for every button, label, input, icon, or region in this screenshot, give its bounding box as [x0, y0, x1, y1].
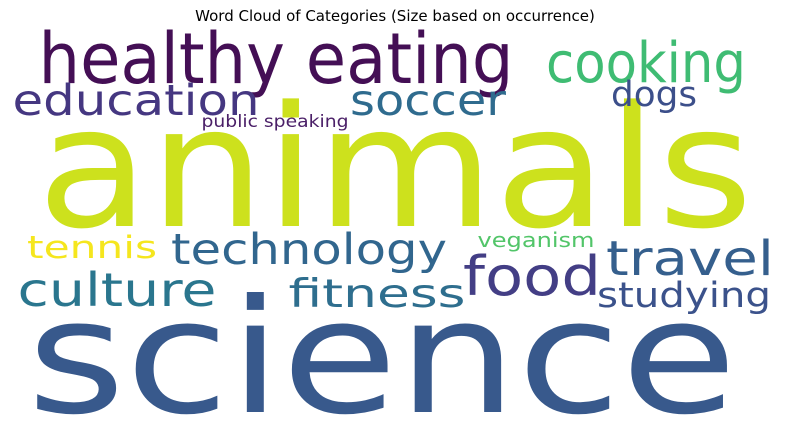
word-soccer: soccer	[350, 76, 506, 126]
word-education: education	[13, 76, 260, 126]
word-dogs: dogs	[611, 75, 697, 115]
word-cooking: cooking	[546, 31, 746, 96]
word-public-speaking: public speaking	[202, 112, 349, 132]
word-tennis: tennis	[27, 230, 157, 266]
word-science: science	[27, 266, 737, 427]
word-travel: travel	[606, 231, 774, 287]
word-food: food	[463, 245, 601, 308]
word-studying: studying	[597, 276, 771, 316]
word-healthy-eating: healthy eating	[39, 18, 514, 100]
word-technology: technology	[171, 225, 447, 275]
chart-title: Word Cloud of Categories (Size based on …	[195, 7, 595, 25]
word-culture: culture	[18, 263, 217, 317]
word-animals: animals	[37, 70, 753, 266]
word-fitness: fitness	[289, 272, 466, 317]
word-veganism: veganism	[478, 228, 595, 252]
